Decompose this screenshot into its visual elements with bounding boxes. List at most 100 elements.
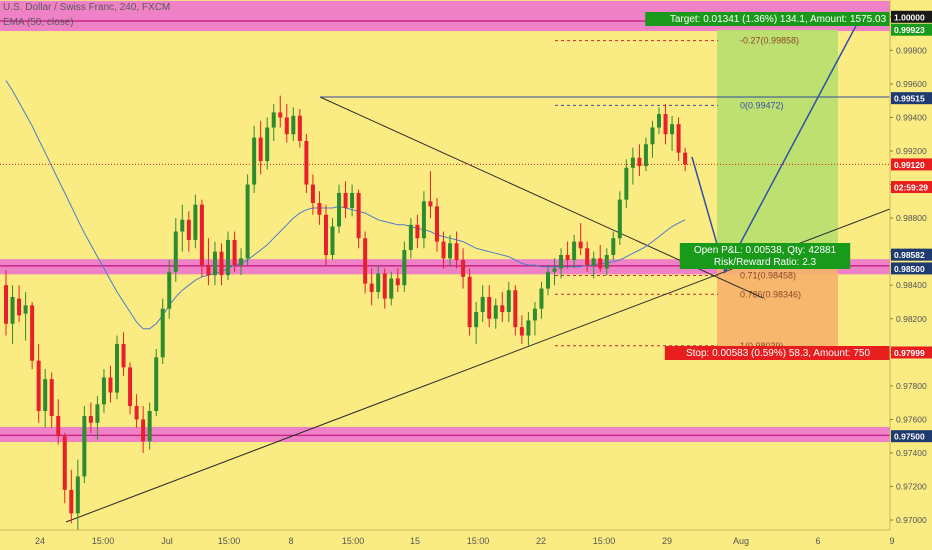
candle-body: [337, 192, 342, 227]
price-label-badge: 02:59:29: [891, 181, 932, 194]
price-label-text: 0.97999: [894, 348, 925, 358]
candle-body: [545, 271, 550, 289]
price-tick-label: 0.99800: [896, 45, 927, 55]
candle: [441, 231, 446, 269]
candle: [193, 194, 198, 249]
price-label-text: 02:59:29: [894, 183, 928, 193]
price-tick-label: 0.97600: [896, 414, 927, 424]
candle-body: [467, 276, 472, 328]
candle: [212, 241, 217, 286]
candle: [49, 372, 54, 428]
candle: [258, 120, 263, 175]
candle: [663, 104, 668, 145]
candle-body: [75, 476, 80, 514]
price-tick-label: 0.97200: [896, 482, 927, 492]
price-label-text: 1.00000: [894, 12, 925, 22]
candle: [284, 104, 289, 143]
time-tick-label: 15:00: [92, 536, 115, 546]
candle: [167, 260, 172, 319]
time-tick-label: 15:00: [593, 536, 616, 546]
candle-body: [199, 204, 204, 266]
candle-body: [36, 360, 41, 412]
candle: [160, 298, 165, 365]
candle-body: [134, 405, 139, 420]
long-position-tool[interactable]: [717, 29, 838, 353]
candle-body: [95, 404, 100, 423]
target-label: Target: 0.01341 (1.36%) 134.1, Amount: 1…: [645, 12, 911, 26]
time-tick-label: Aug: [733, 536, 749, 546]
projection-path[interactable]: [691, 21, 859, 274]
candle-body: [350, 192, 355, 209]
candle: [323, 204, 328, 266]
price-axis[interactable]: 0.970000.972000.974000.976000.978000.980…: [889, 0, 932, 550]
candle-body: [591, 258, 596, 266]
candle-body: [395, 278, 400, 286]
candle: [389, 271, 394, 306]
time-tick-label: 22: [536, 536, 546, 546]
price-label-text: 0.99515: [894, 94, 925, 104]
candle-body: [578, 241, 583, 249]
candle: [62, 432, 67, 504]
candle: [330, 218, 335, 261]
candle: [402, 241, 407, 292]
candle: [343, 181, 348, 219]
target-label-text: Target: 0.01341 (1.36%) 134.1, Amount: 1…: [670, 14, 887, 25]
candle-body: [101, 377, 106, 405]
candle: [643, 137, 648, 172]
time-tick-label: 15:00: [218, 536, 241, 546]
fib-level-label: -0.27(0.99858): [740, 36, 799, 46]
candle: [304, 134, 309, 193]
pnl-label-box: [679, 243, 851, 269]
candle: [239, 248, 244, 276]
candle-body: [683, 152, 688, 165]
candle-body: [284, 117, 289, 135]
candle-body: [278, 112, 283, 118]
fibonacci-retracement[interactable]: -0.27(0.99858) 0(0.99472) 0.71(0.98458) 0.7…: [555, 36, 801, 351]
candle: [395, 268, 400, 292]
candle: [88, 402, 93, 433]
candle: [676, 117, 681, 162]
price-label-bg: [891, 262, 932, 275]
price-tick-label: 0.99600: [896, 79, 927, 89]
candle-body: [565, 255, 570, 261]
candle: [278, 95, 283, 128]
candle-body: [265, 127, 270, 162]
candle-body: [291, 115, 296, 135]
time-tick-label: 24: [35, 536, 45, 546]
candle-body: [219, 251, 224, 276]
candle: [219, 243, 224, 286]
stop-zone[interactable]: [717, 254, 838, 353]
candle: [82, 405, 87, 484]
candle-body: [408, 224, 413, 250]
target-zone[interactable]: [717, 29, 838, 255]
candle-body: [310, 184, 315, 204]
candle-body: [676, 124, 681, 153]
candle: [565, 241, 570, 269]
candle: [474, 301, 479, 344]
candle: [252, 125, 257, 193]
candle-body: [212, 251, 217, 276]
zone-band[interactable]: [0, 426, 890, 443]
candle: [36, 343, 41, 423]
time-axis[interactable]: 24 15:00 Jul 15:00 8 15:00 15 15:00 22 15:00 29 Aug…: [0, 529, 932, 550]
candle-body: [330, 226, 335, 256]
candle: [408, 218, 413, 259]
candle: [186, 211, 191, 252]
candle: [683, 147, 688, 172]
price-label-bg: [891, 181, 932, 194]
price-label-badge: 0.97500: [891, 430, 932, 443]
candle-body: [88, 416, 93, 423]
candle-body: [154, 357, 159, 412]
candle: [115, 335, 120, 400]
candle-body: [552, 268, 557, 272]
price-tick-label: 0.98800: [896, 213, 927, 223]
candle-body: [49, 379, 54, 417]
candle-body: [232, 239, 237, 266]
candle-body: [532, 308, 537, 321]
candle: [552, 258, 557, 286]
candle: [513, 285, 518, 336]
candle-body: [559, 255, 564, 269]
candle: [121, 332, 126, 376]
